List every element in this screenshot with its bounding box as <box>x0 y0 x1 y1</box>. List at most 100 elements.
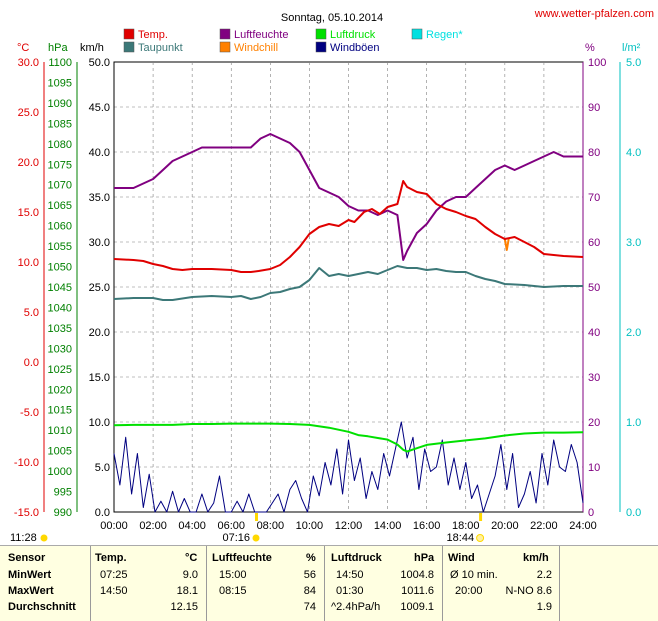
time-tick-label: 04:00 <box>178 520 206 532</box>
stats-header-feuchte: Luftfeuchte <box>212 552 272 564</box>
stats-druck-time: ^2.4hPa/h <box>331 601 381 613</box>
pct-tick-label: 100 <box>588 57 606 69</box>
stats-temp-val: 18.1 <box>176 585 198 597</box>
pct-tick-label: 70 <box>588 192 600 204</box>
stats-header-temp: Temp. <box>95 552 127 564</box>
unit-kmh: km/h <box>80 42 104 54</box>
stats-temp-val: 12.15 <box>170 601 198 613</box>
kmh-tick-label: 15.0 <box>89 372 110 384</box>
hpa-tick-label: 1005 <box>48 446 72 458</box>
series-luftdruck-line <box>113 422 584 453</box>
legend-label: Temp. <box>138 29 168 41</box>
stats-druck-val: 1004.8 <box>400 569 434 581</box>
time-tick-label: 00:00 <box>100 520 128 532</box>
stats-header-druck: Luftdruck <box>331 552 382 564</box>
legend-label: Taupunkt <box>138 42 183 54</box>
stats-label: Durchschnitt <box>8 601 76 613</box>
series-temp-line <box>113 180 584 273</box>
hpa-tick-label: 1015 <box>48 405 72 417</box>
legend-swatch <box>123 41 135 53</box>
sunset-icon <box>476 534 485 542</box>
temp-tick-label: 5.0 <box>24 307 39 319</box>
legend-swatch <box>219 28 231 40</box>
series-luftfeuchte-line <box>114 133 583 261</box>
sun-marker <box>255 513 259 521</box>
hpa-tick-label: 1010 <box>48 425 72 437</box>
pct-tick-label: 0 <box>588 507 594 519</box>
hpa-tick-label: 1065 <box>48 200 72 212</box>
series-windchill-line <box>503 238 510 251</box>
pct-tick-label: 60 <box>588 237 600 249</box>
stats-wind-time: 20:00 <box>455 585 483 597</box>
stats-temp-time: 07:25 <box>100 569 128 581</box>
stats-header-sensor: Sensor <box>8 552 46 564</box>
rain-tick-label: 0.0 <box>626 507 641 519</box>
sunset-time: 18:44 <box>447 532 475 544</box>
pct-tick-label: 10 <box>588 462 600 474</box>
series-taupunkt-line <box>113 265 583 301</box>
temp-tick-label: 15.0 <box>18 207 39 219</box>
kmh-tick-label: 40.0 <box>89 147 110 159</box>
hpa-tick-label: 1025 <box>48 364 72 376</box>
legend-swatch <box>411 28 423 40</box>
kmh-tick-label: 0.0 <box>95 507 110 519</box>
time-tick-label: 10:00 <box>296 520 324 532</box>
site-link[interactable]: www.wetter-pfalzen.com <box>534 8 654 20</box>
stats-header-wind: Wind <box>448 552 475 564</box>
stats-row-max: MaxWert 14:50 18.1 08:15 84 01:30 1011.6… <box>0 585 658 600</box>
temp-tick-label: 25.0 <box>18 107 39 119</box>
legend-label: Regen* <box>426 29 463 41</box>
stats-row-min: MinWert 07:25 9.0 15:00 56 14:50 1004.8 … <box>0 569 658 584</box>
pct-tick-label: 50 <box>588 282 600 294</box>
hpa-tick-label: 1085 <box>48 118 72 130</box>
hpa-tick-label: 1050 <box>48 262 72 274</box>
chart-title: Sonntag, 05.10.2014 <box>281 12 383 24</box>
time-tick-label: 12:00 <box>335 520 363 532</box>
hpa-tick-label: 1045 <box>48 282 72 294</box>
stats-feuchte-val: 74 <box>303 601 316 613</box>
legend-label: Windchill <box>234 42 278 54</box>
kmh-tick-label: 50.0 <box>89 57 110 69</box>
stats-druck-val: 1011.6 <box>401 585 434 597</box>
time-tick-label: 16:00 <box>413 520 441 532</box>
unit-pct: % <box>585 42 595 54</box>
pct-tick-label: 90 <box>588 102 600 114</box>
hpa-tick-label: 990 <box>54 507 72 519</box>
statistics-table: Sensor Temp. °C Luftfeuchte % Luftdruck … <box>0 545 658 621</box>
time-tick-label: 24:00 <box>569 520 597 532</box>
time-tick-label: 06:00 <box>217 520 245 532</box>
kmh-tick-label: 5.0 <box>95 462 110 474</box>
temp-tick-label: -15.0 <box>14 507 39 519</box>
sunrise-time: 07:16 <box>222 532 250 544</box>
axis-ticks: 30.0 25.0 20.0 15.0 10.0 5.0 0.0 -5.0 -10.0 -15.0… <box>14 57 641 532</box>
stats-row-avg: Durchschnitt 12.15 74 ^2.4hPa/h 1009.1 1… <box>0 601 658 616</box>
sun-markers: 11:28 07:16 18:44 <box>10 513 485 544</box>
kmh-tick-label: 30.0 <box>89 237 110 249</box>
hpa-tick-label: 1080 <box>48 139 72 151</box>
legend-swatch <box>315 28 327 40</box>
temp-tick-label: -5.0 <box>20 407 39 419</box>
stats-druck-time: 01:30 <box>336 585 364 597</box>
kmh-tick-label: 10.0 <box>89 417 110 429</box>
rain-tick-label: 4.0 <box>626 147 641 159</box>
sunrise-icon <box>252 534 260 542</box>
stats-wind-time: Ø 10 min. <box>450 569 498 581</box>
unit-rain: l/m² <box>622 42 641 54</box>
stats-feuchte-val: 56 <box>303 569 316 581</box>
hpa-tick-label: 995 <box>54 487 72 499</box>
hpa-tick-label: 1060 <box>48 221 72 233</box>
series-windben-line <box>113 421 584 513</box>
time-tick-label: 18:00 <box>452 520 480 532</box>
stats-wind-val: 1.9 <box>536 601 552 613</box>
unit-temp: °C <box>17 42 29 54</box>
hpa-tick-label: 1100 <box>48 57 72 69</box>
weather-chart: Sonntag, 05.10.2014 www.wetter-pfalzen.c… <box>10 8 654 544</box>
legend-label: Windböen <box>330 42 380 54</box>
temp-tick-label: 0.0 <box>24 357 39 369</box>
stats-header-wind-unit: km/h <box>523 552 549 564</box>
hpa-tick-label: 1035 <box>48 323 72 335</box>
legend-swatch <box>123 28 135 40</box>
pct-tick-label: 80 <box>588 147 600 159</box>
temp-tick-label: -10.0 <box>14 457 39 469</box>
pct-tick-label: 30 <box>588 372 600 384</box>
